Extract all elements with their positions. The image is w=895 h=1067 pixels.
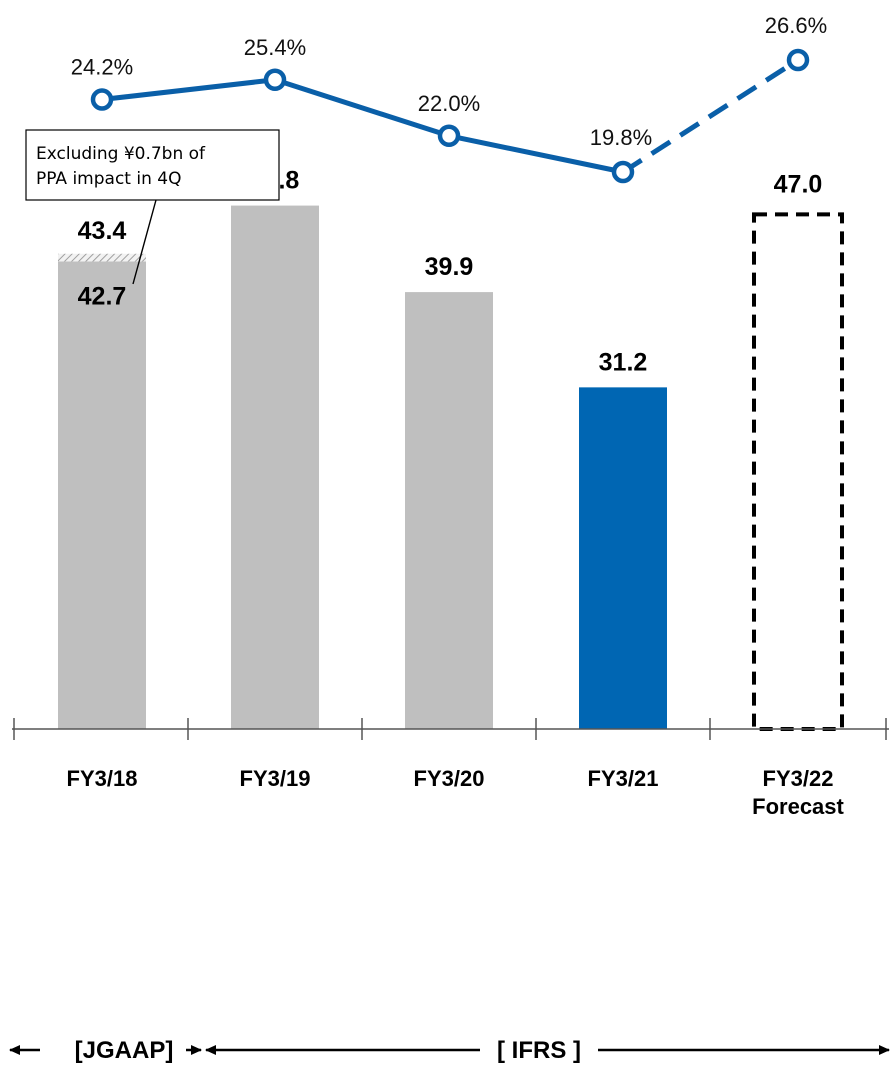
x-tick-label: FY3/18 [67, 766, 138, 791]
ratio-point [263, 68, 287, 92]
annotation-box [25, 129, 280, 201]
bars-layer: 42.747.839.931.247.043.4 [58, 167, 844, 732]
x-tick-sublabel: Forecast [752, 794, 844, 819]
x-tick-label: FY3/20 [414, 766, 485, 791]
bar-value-label: 31.2 [599, 348, 648, 376]
bar-value-label: 42.7 [78, 282, 127, 310]
adjusted-value-label: 43.4 [78, 217, 127, 245]
annotation-text: PPA impact in 4Q [36, 169, 181, 189]
ratio-label: 24.2% [71, 55, 133, 80]
accounting-standards-legend: [JGAAP] [ IFRS ] [9, 1037, 890, 1064]
bar-FY3-19 [231, 205, 319, 730]
ratio-label: 26.6% [765, 13, 827, 38]
ratio-point [611, 160, 635, 184]
jgaap-label: [JGAAP] [75, 1037, 174, 1064]
ratio-label: 19.8% [590, 125, 652, 150]
bar-FY3-20 [405, 292, 493, 729]
ifrs-label: [ IFRS ] [497, 1037, 581, 1064]
ratio-line-forecast [621, 57, 800, 175]
bar-FY3-18 [58, 261, 146, 729]
ratio-label: 25.4% [244, 35, 306, 60]
ratio-label: 22.0% [418, 91, 480, 116]
bar-value-label: 47.0 [774, 170, 823, 198]
x-axis: FY3/18 FY3/19 FY3/20 FY3/21 FY3/22 Forecast [12, 718, 889, 819]
x-tick-label: FY3/22 [763, 766, 834, 791]
ratio-line-layer: 24.2% 25.4% 22.0% 19.8% 26.6% [71, 13, 827, 184]
x-tick-label: FY3/19 [240, 766, 311, 791]
ratio-line-actual [101, 77, 624, 175]
bar-value-label: 39.9 [425, 253, 474, 281]
bar-FY3-22-forecast [752, 212, 844, 732]
bar-adjustment-hatched [58, 253, 146, 262]
ratio-point [90, 88, 114, 111]
annotation-text: Excluding ¥0.7bn of [36, 144, 206, 164]
ratio-point [786, 48, 810, 72]
annotation-leader-line [132, 199, 157, 285]
bar-FY3-21 [579, 387, 667, 729]
annotation-layer: Excluding ¥0.7bn of PPA impact in 4Q [25, 129, 280, 285]
ratio-point [437, 124, 461, 148]
x-tick-label: FY3/21 [588, 766, 659, 791]
